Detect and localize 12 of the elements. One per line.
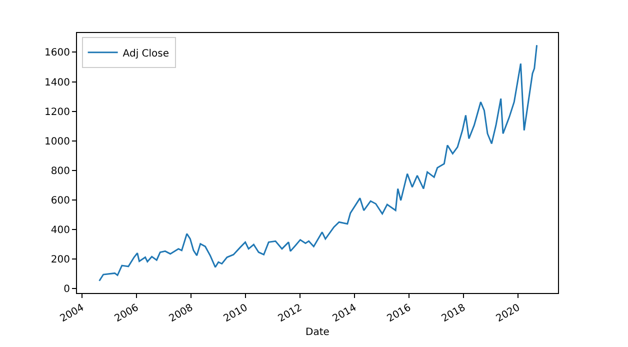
y-tick-label: 600	[50, 195, 70, 206]
y-tick-label: 800	[50, 166, 70, 177]
line-series	[98, 44, 538, 282]
y-tick-label: 1600	[44, 48, 70, 59]
y-tick-label: 200	[50, 254, 70, 266]
y-tick-label: 1000	[44, 136, 70, 148]
y-tick-label: 1200	[44, 106, 70, 118]
y-tick-label: 1400	[44, 77, 70, 88]
x-axis-title: Date	[306, 327, 330, 338]
legend-label: Adj Close	[122, 48, 170, 60]
y-tick-label: 400	[50, 224, 70, 236]
y-tick-label: 0	[64, 284, 70, 296]
